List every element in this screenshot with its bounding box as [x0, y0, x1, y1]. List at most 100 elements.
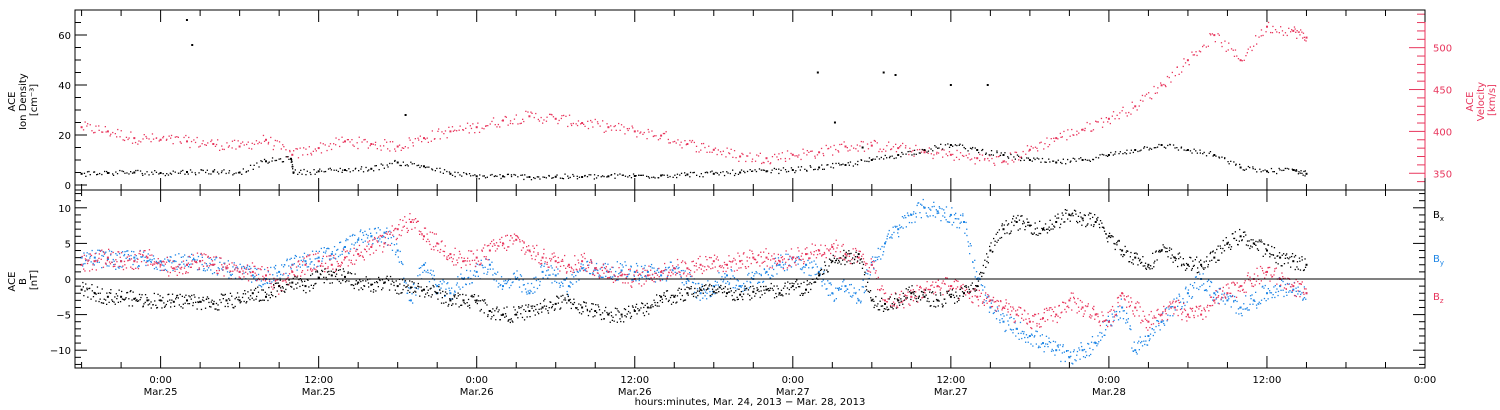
- bx-series-sample: [375, 290, 377, 292]
- by-series-sample: [843, 279, 845, 281]
- by-series-anchor-point: [1068, 356, 1071, 359]
- by-series-sample: [376, 237, 379, 239]
- by-series-sample: [898, 224, 901, 226]
- by-series-sample: [860, 300, 862, 302]
- bz-series-sample: [693, 271, 696, 273]
- bz-series-sample: [1239, 290, 1241, 292]
- density-series-sample: [298, 171, 301, 174]
- bz-series-sample: [162, 260, 164, 262]
- by-series-sample: [1174, 309, 1176, 311]
- density-series-sample: [500, 177, 502, 180]
- bz-series-sample: [897, 306, 899, 309]
- bz-series-sample: [736, 269, 738, 271]
- velocity-series-sample: [170, 137, 172, 139]
- velocity-series-sample: [412, 145, 414, 147]
- velocity-series-sample: [1165, 85, 1167, 88]
- bz-series-sample: [928, 288, 930, 291]
- density-series-sample: [1021, 157, 1023, 159]
- by-series-sample: [214, 259, 216, 261]
- bz-series-sample: [208, 265, 211, 267]
- density-series-sample: [641, 174, 643, 176]
- by-series-sample: [608, 270, 611, 273]
- velocity-series-sample: [326, 149, 328, 152]
- velocity-series-sample: [890, 148, 893, 150]
- bx-series-sample: [227, 302, 229, 305]
- by-series-sample: [474, 275, 477, 277]
- bx-series-sample: [457, 292, 459, 294]
- by-series-sample: [724, 276, 726, 278]
- bz-series-sample: [320, 265, 322, 267]
- bz-series-sample: [991, 305, 994, 308]
- by-series-sample: [678, 266, 680, 269]
- density-series-sample: [778, 172, 780, 175]
- bz-series-sample: [346, 250, 348, 252]
- by-series-sample: [116, 254, 118, 256]
- density-series-sample: [760, 169, 762, 171]
- by-series-sample: [307, 266, 310, 268]
- bz-series-anchor-point: [1028, 320, 1031, 323]
- bz-series-sample: [580, 265, 582, 268]
- bz-series-sample: [1062, 301, 1064, 303]
- bz-series-sample: [221, 264, 223, 266]
- bz-series-sample: [416, 220, 419, 222]
- by-series-sample: [534, 291, 536, 293]
- by-series-sample: [273, 279, 275, 282]
- bx-series-sample: [415, 287, 417, 289]
- bz-series-sample: [235, 267, 237, 269]
- by-series-sample: [559, 286, 561, 288]
- bz-series-sample: [497, 245, 499, 247]
- by-series-sample: [1050, 350, 1053, 352]
- bz-series-sample: [1032, 315, 1034, 317]
- bz-series-sample: [559, 270, 561, 272]
- velocity-series-sample: [549, 113, 551, 115]
- density-series-sample: [996, 150, 998, 152]
- density-series-sample: [1243, 169, 1246, 171]
- bz-series-sample: [866, 263, 868, 265]
- bz-series-sample: [979, 295, 981, 297]
- by-series-sample: [495, 273, 497, 275]
- bz-series-sample: [810, 253, 813, 255]
- bz-series-sample: [371, 244, 373, 246]
- bz-series-sample: [382, 251, 384, 253]
- bz-series-sample: [933, 286, 935, 288]
- density-series-sample: [813, 169, 815, 171]
- bz-series-sample: [1145, 327, 1147, 329]
- bz-series-sample: [447, 258, 449, 261]
- by-series-sample: [427, 271, 429, 274]
- velocity-series-sample: [512, 123, 514, 125]
- bz-series-sample: [358, 244, 361, 247]
- bz-series-sample: [1092, 307, 1094, 309]
- bz-series-sample: [593, 274, 596, 277]
- by-series-sample: [530, 290, 532, 293]
- by-series-sample: [871, 256, 874, 258]
- density-series-sample: [647, 176, 650, 178]
- bx-series-sample: [393, 281, 395, 284]
- bx-series-sample: [233, 307, 235, 309]
- density-series-sample: [520, 174, 522, 176]
- bz-series-sample: [1095, 313, 1097, 315]
- bx-series-anchor-point: [159, 299, 162, 302]
- by-series-sample: [262, 283, 264, 286]
- bz-series-sample: [699, 255, 701, 258]
- by-series-sample: [454, 290, 456, 292]
- velocity-series-sample: [1300, 29, 1302, 31]
- by-series-sample: [362, 234, 365, 236]
- density-series-sample: [661, 174, 664, 176]
- density-series-sample: [921, 148, 923, 151]
- by-series-sample: [580, 263, 582, 265]
- bz-series-sample: [982, 301, 984, 303]
- bz-series-sample: [1155, 317, 1157, 319]
- bz-series-sample: [964, 289, 966, 292]
- by-series-sample: [462, 286, 464, 288]
- bz-series-sample: [491, 245, 494, 247]
- velocity-series-sample: [1109, 122, 1111, 125]
- bz-series-sample: [1215, 290, 1217, 292]
- by-series-sample: [427, 269, 429, 271]
- bz-series-sample: [787, 258, 789, 261]
- bz-series-sample: [610, 271, 612, 273]
- by-series-sample: [802, 266, 805, 268]
- bz-series-sample: [499, 238, 501, 241]
- bz-series-sample: [1022, 319, 1025, 321]
- by-series-sample: [424, 262, 427, 264]
- bz-series-sample: [839, 251, 842, 253]
